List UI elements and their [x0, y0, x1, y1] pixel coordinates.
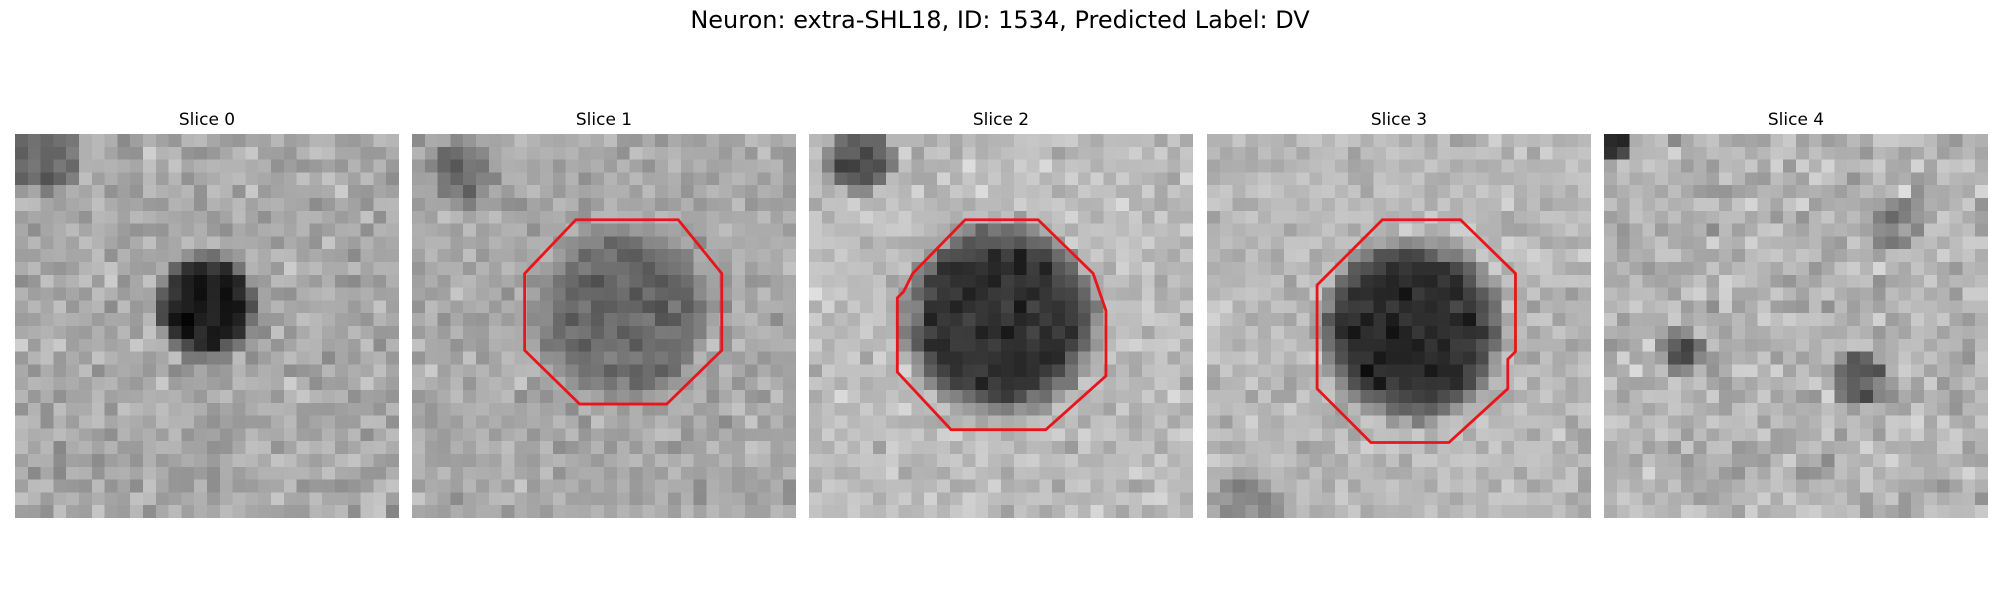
slice-title-0: Slice 0 — [178, 110, 236, 130]
roi-contour-2 — [895, 218, 1108, 432]
slice-image-1 — [412, 134, 796, 518]
slice-title-1: Slice 1 — [575, 110, 633, 130]
slice-image-4 — [1604, 134, 1988, 518]
figure-title: Neuron: extra-SHL18, ID: 1534, Predicted… — [690, 6, 1310, 34]
roi-contour-3 — [1315, 218, 1517, 444]
slice-image-2 — [809, 134, 1193, 518]
slice-image-3 — [1207, 134, 1591, 518]
roi-contour-1 — [523, 218, 724, 406]
slice-image-0 — [15, 134, 399, 518]
slice-title-4: Slice 4 — [1767, 110, 1825, 130]
slice-title-2: Slice 2 — [972, 110, 1030, 130]
slice-title-3: Slice 3 — [1370, 110, 1428, 130]
